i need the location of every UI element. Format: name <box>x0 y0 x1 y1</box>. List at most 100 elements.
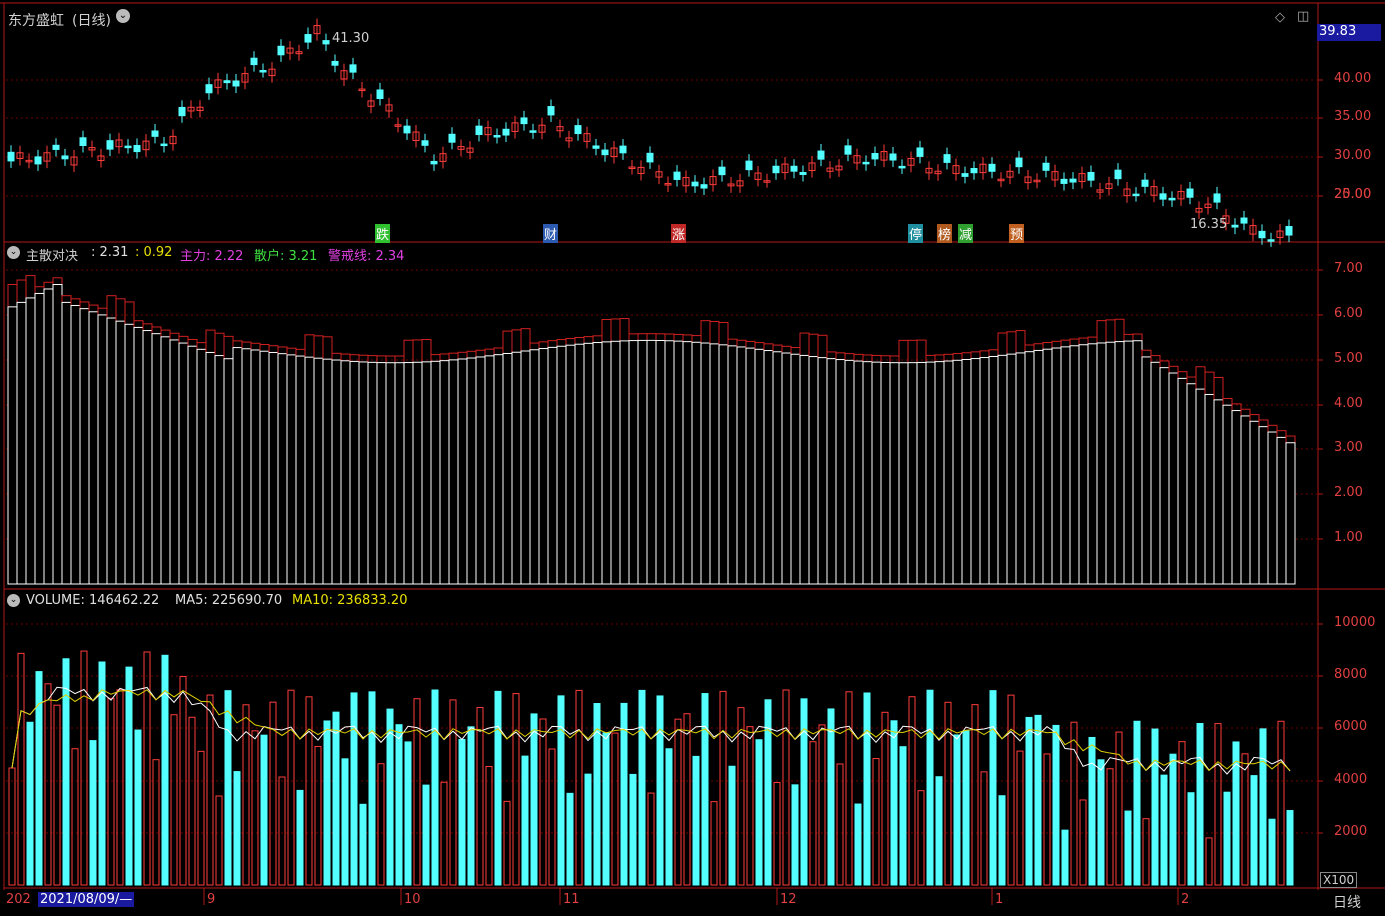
ma10-label: MA10: 236833.20 <box>292 593 408 608</box>
retail-bar <box>403 362 414 585</box>
indicator-name: 主散对决 <box>26 249 79 264</box>
volume-bar <box>539 718 547 886</box>
volume-bar <box>836 763 844 886</box>
retail-bar <box>1060 346 1071 585</box>
retail-bar <box>700 342 711 585</box>
candle-body <box>979 163 987 174</box>
volume-bar <box>575 689 583 886</box>
event-badge[interactable]: 涨 <box>671 224 687 243</box>
indicator-collapse-icon[interactable]: ⌄ <box>7 246 20 259</box>
retail-label: 散户: 3.21 <box>254 249 318 264</box>
current-price-tag: 39.83 <box>1317 24 1381 41</box>
candle-body <box>322 40 330 45</box>
retail-bar <box>691 341 702 585</box>
candle-body <box>421 140 429 146</box>
retail-bar <box>286 354 297 585</box>
indicator-tick-label: 7.00 <box>1334 261 1363 276</box>
volume-bar <box>188 716 196 886</box>
retail-bar <box>178 342 189 585</box>
candle-body <box>187 106 195 112</box>
indicator-tick-label: 6.00 <box>1334 306 1363 321</box>
volume-bar <box>1196 722 1204 886</box>
volume-bar <box>989 690 997 886</box>
retail-bar <box>934 361 945 585</box>
retail-bar <box>1105 341 1116 585</box>
candle-body <box>709 176 717 186</box>
retail-bar <box>718 344 729 585</box>
candle-body <box>43 152 51 162</box>
retail-bar <box>241 348 252 585</box>
retail-bar <box>295 355 306 585</box>
retail-bar <box>529 349 540 585</box>
retail-bar <box>1285 442 1296 585</box>
period-status[interactable]: 日线 <box>1333 895 1361 911</box>
retail-bar <box>970 358 981 585</box>
event-badge[interactable]: 停 <box>908 224 924 243</box>
retail-bar <box>448 359 459 585</box>
price-tick-label: 30.00 <box>1334 148 1372 163</box>
volume-bar <box>458 738 466 886</box>
candle-body <box>664 183 672 186</box>
retail-bar <box>358 361 369 585</box>
retail-bar <box>376 362 387 585</box>
event-badge[interactable]: 跌 <box>375 224 391 243</box>
volume-bar <box>377 763 385 886</box>
retail-bar <box>1150 361 1161 585</box>
volume-bar <box>872 758 880 886</box>
window-icon[interactable]: ◫ <box>1297 9 1310 24</box>
volume-bar <box>422 784 430 886</box>
volume-bar <box>440 781 448 886</box>
diamond-icon[interactable]: ◇ <box>1275 10 1285 25</box>
volume-bar <box>1106 768 1114 886</box>
volume-bar <box>881 711 889 886</box>
volume-bar <box>1124 810 1132 886</box>
volume-bar <box>413 698 421 886</box>
candle-body <box>763 180 771 183</box>
volume-bar <box>287 689 295 886</box>
event-badge[interactable]: 榜 <box>937 224 953 243</box>
volume-collapse-icon[interactable]: ⌄ <box>7 594 20 607</box>
retail-bar <box>664 340 675 585</box>
candle-body <box>133 144 141 153</box>
event-badge[interactable]: 减 <box>958 224 974 243</box>
indicator-tick-label: 5.00 <box>1334 351 1363 366</box>
volume-bar <box>791 784 799 886</box>
volume-bar <box>296 789 304 886</box>
candle-body <box>1033 179 1041 183</box>
retail-bar <box>1096 342 1107 585</box>
volume-bar <box>476 707 484 886</box>
collapse-icon[interactable]: ⌄ <box>116 9 130 23</box>
volume-unit: X100 <box>1320 872 1358 888</box>
candle-body <box>1051 171 1059 181</box>
volume-bar <box>1178 741 1186 886</box>
price-low-label: 16.35 <box>1190 217 1228 232</box>
candle-body <box>871 153 879 160</box>
candle-body <box>538 124 546 133</box>
volume-bar <box>917 790 925 886</box>
retail-bar <box>1069 345 1080 585</box>
month-label: 1 <box>995 892 1004 907</box>
candle-body <box>376 89 384 100</box>
retail-bar <box>223 358 234 585</box>
candle-body <box>754 172 762 180</box>
volume-bar <box>1079 799 1087 886</box>
volume-bar <box>1268 818 1276 886</box>
volume-bar <box>566 792 574 886</box>
volume-bar <box>350 692 358 886</box>
retail-bar <box>1132 340 1143 585</box>
candle-body <box>700 184 708 189</box>
event-badge[interactable]: 财 <box>543 224 559 243</box>
candle-body <box>1276 230 1284 239</box>
retail-bar <box>1195 388 1206 585</box>
price-tick-label: 25.00 <box>1334 187 1372 202</box>
volume-bar <box>1043 753 1051 886</box>
candle-body <box>1186 188 1194 198</box>
candle-body <box>1042 162 1050 171</box>
candle-body <box>205 84 213 94</box>
retail-bar <box>565 344 576 585</box>
retail-bar <box>862 361 873 585</box>
volume-bar <box>80 650 88 886</box>
event-badge[interactable]: 预 <box>1009 224 1025 243</box>
volume-bar <box>944 701 952 886</box>
